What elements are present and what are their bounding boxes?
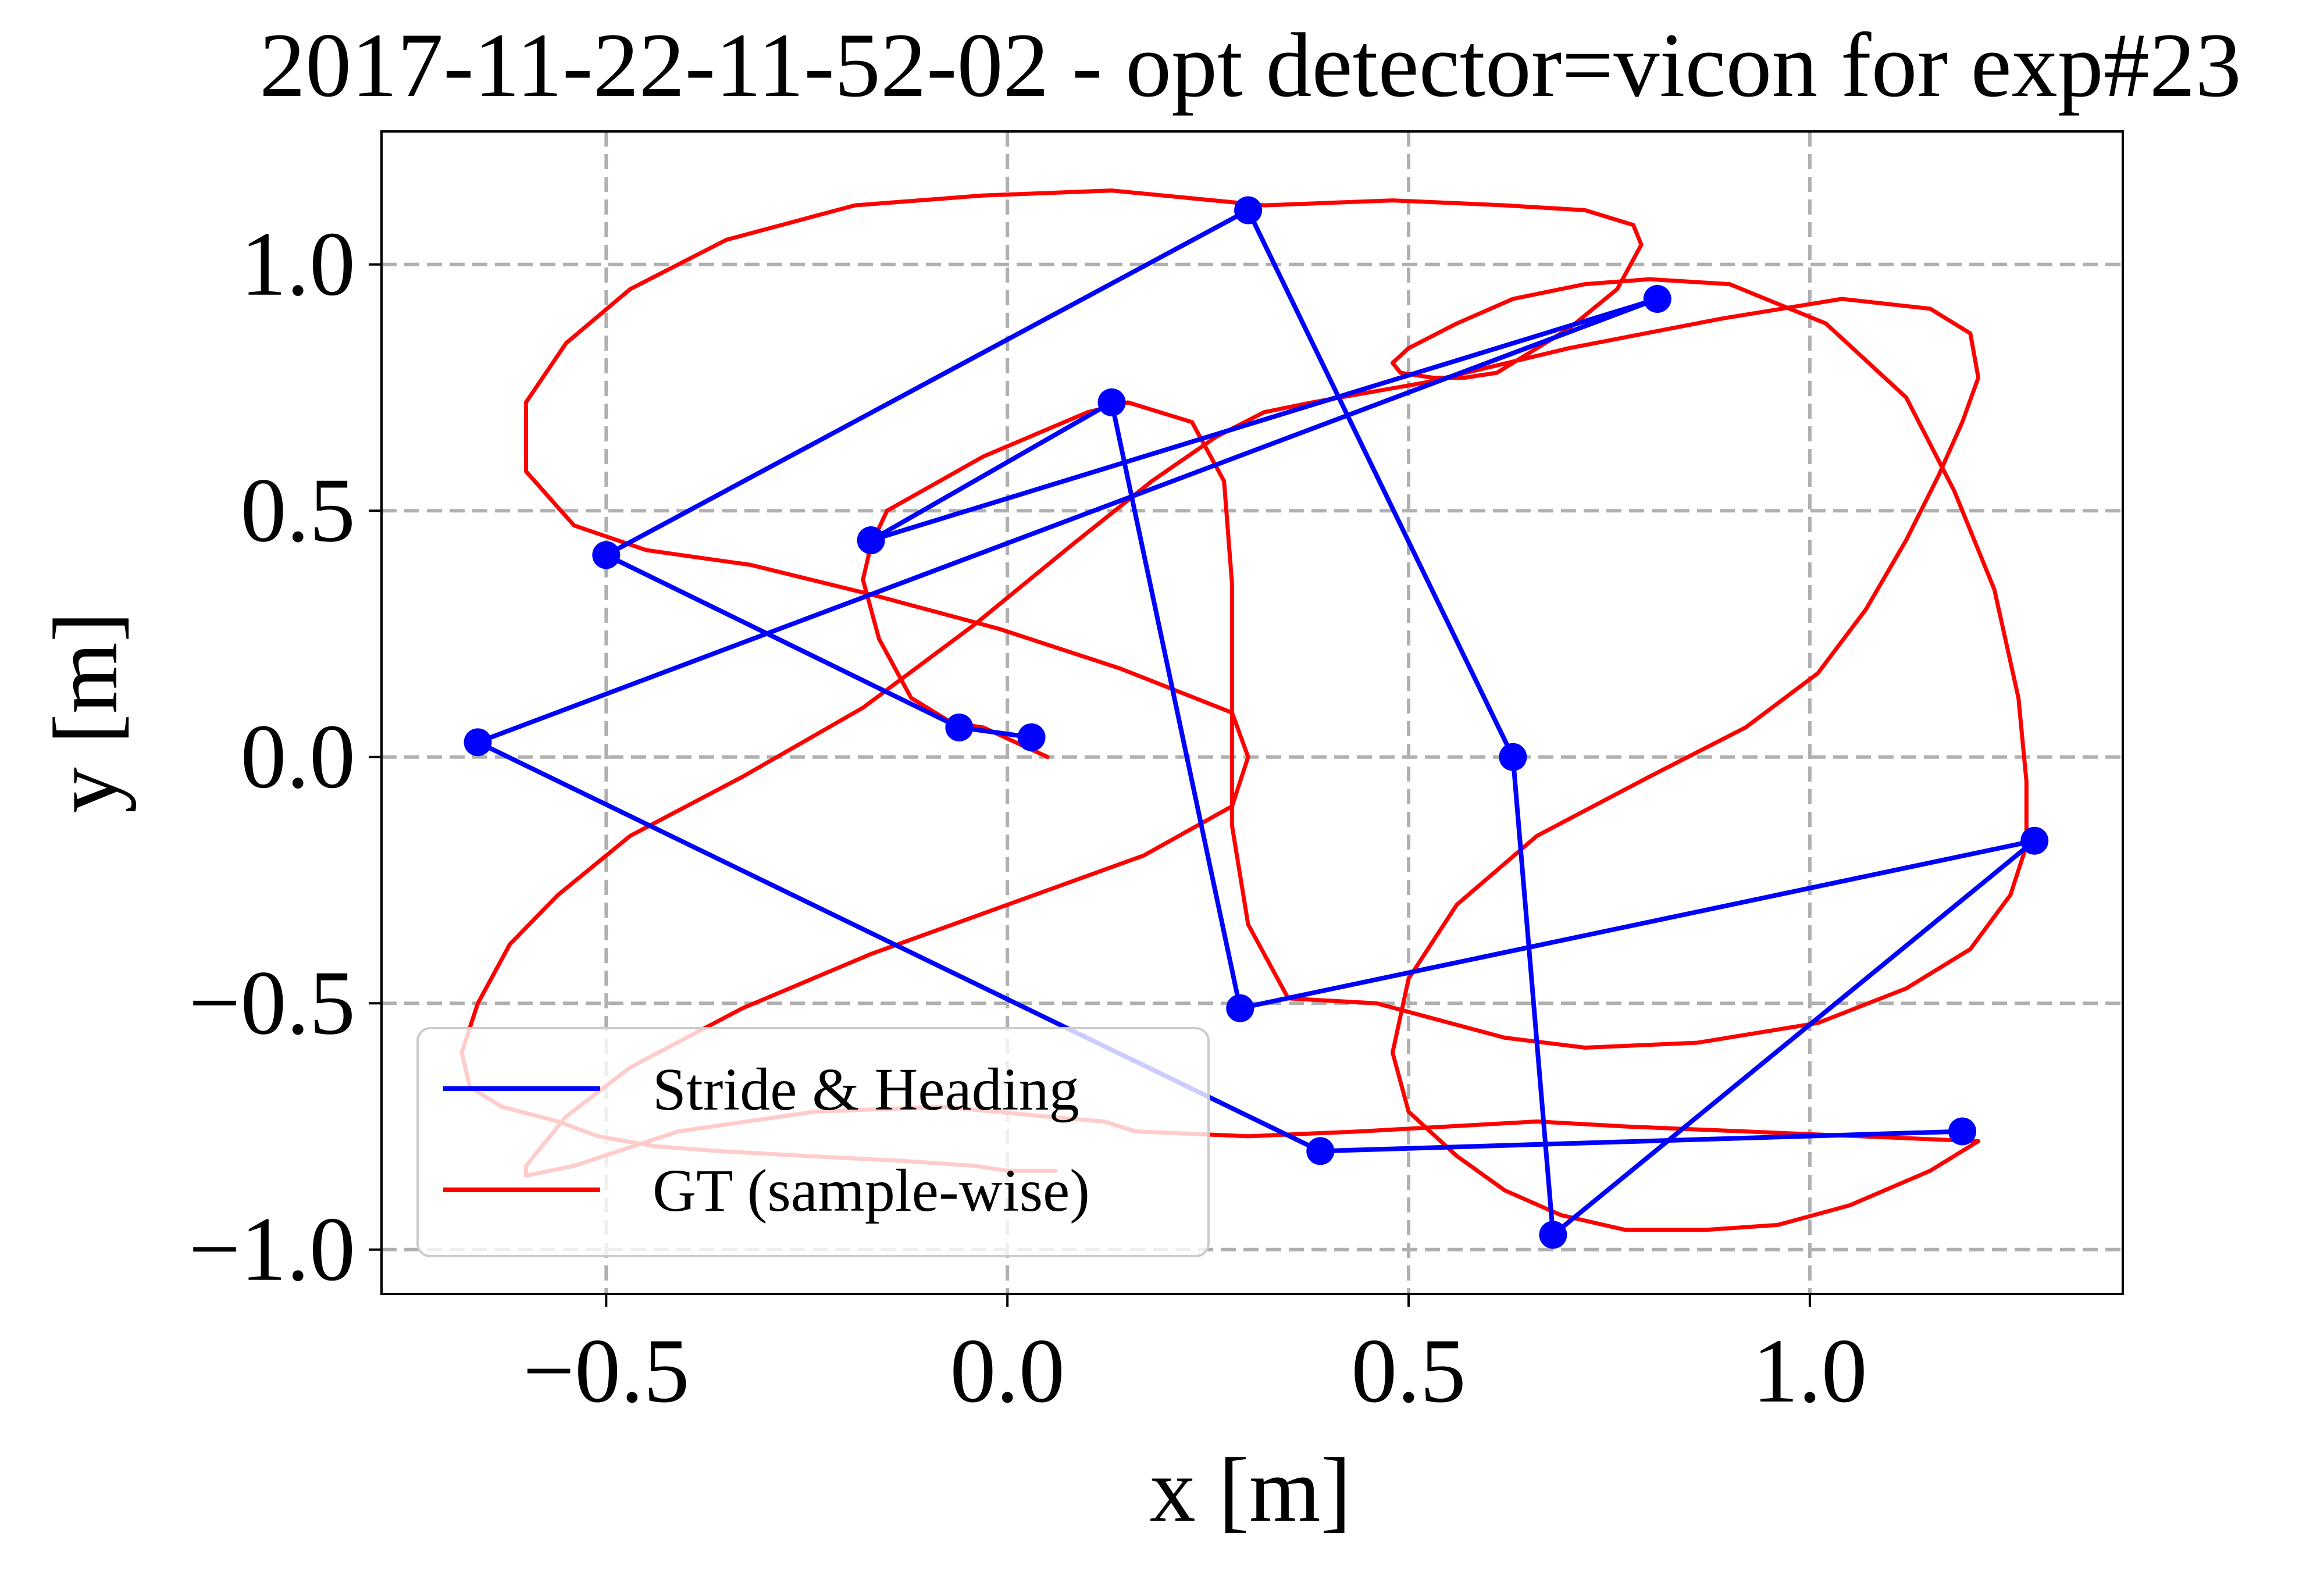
x-axis-label: x [m]	[1150, 1439, 1352, 1541]
tick-layer: −0.5 0.0 0.5 1.0 −1.0 −0.5 0.0 0.5 1.0	[188, 213, 1867, 1422]
series-line-gt-sample-wise	[459, 188, 2029, 1232]
data-point-stride-heading	[1643, 284, 1671, 313]
data-point-stride-heading	[1097, 388, 1126, 416]
data-point-stride-heading	[2020, 826, 2049, 855]
x-tick-label: 1.0	[1752, 1320, 1867, 1422]
data-point-stride-heading	[464, 728, 492, 757]
data-point-stride-heading	[1539, 1221, 1567, 1249]
y-axis-label: y [m]	[35, 612, 137, 814]
y-tick-label: 0.0	[241, 706, 356, 808]
x-tick-label: 0.0	[950, 1320, 1065, 1422]
y-tick-label: −1.0	[188, 1199, 355, 1300]
data-point-stride-heading	[945, 713, 974, 741]
series-line-stride-heading	[475, 208, 2037, 1238]
chart-title: 2017-11-22-11-52-02 - opt detector=vicon…	[259, 15, 2241, 116]
data-point-stride-heading	[592, 541, 621, 569]
data-point-stride-heading	[857, 526, 885, 555]
plot-area-frame	[380, 130, 2124, 1295]
y-tick-label: 1.0	[241, 213, 356, 315]
legend-label-stride-heading: Stride & Heading	[653, 1056, 1079, 1123]
data-point-stride-heading	[1948, 1117, 1977, 1146]
data-point-stride-heading	[1499, 743, 1527, 771]
data-point-stride-heading	[1306, 1137, 1335, 1165]
legend-box	[416, 1027, 1210, 1257]
data-point-stride-heading	[1234, 196, 1263, 224]
data-point-stride-heading	[1017, 723, 1046, 751]
legend-label-gt-sample-wise: GT (sample-wise)	[653, 1157, 1090, 1224]
legend: Stride & Heading GT (sample-wise)	[416, 1027, 1210, 1257]
y-tick-label: 0.5	[241, 459, 356, 561]
data-point-stride-heading	[1226, 994, 1254, 1022]
series-layer	[459, 188, 2049, 1249]
x-tick-label: −0.5	[523, 1320, 690, 1422]
x-tick-label: 0.5	[1351, 1320, 1466, 1422]
y-tick-label: −0.5	[188, 952, 355, 1054]
